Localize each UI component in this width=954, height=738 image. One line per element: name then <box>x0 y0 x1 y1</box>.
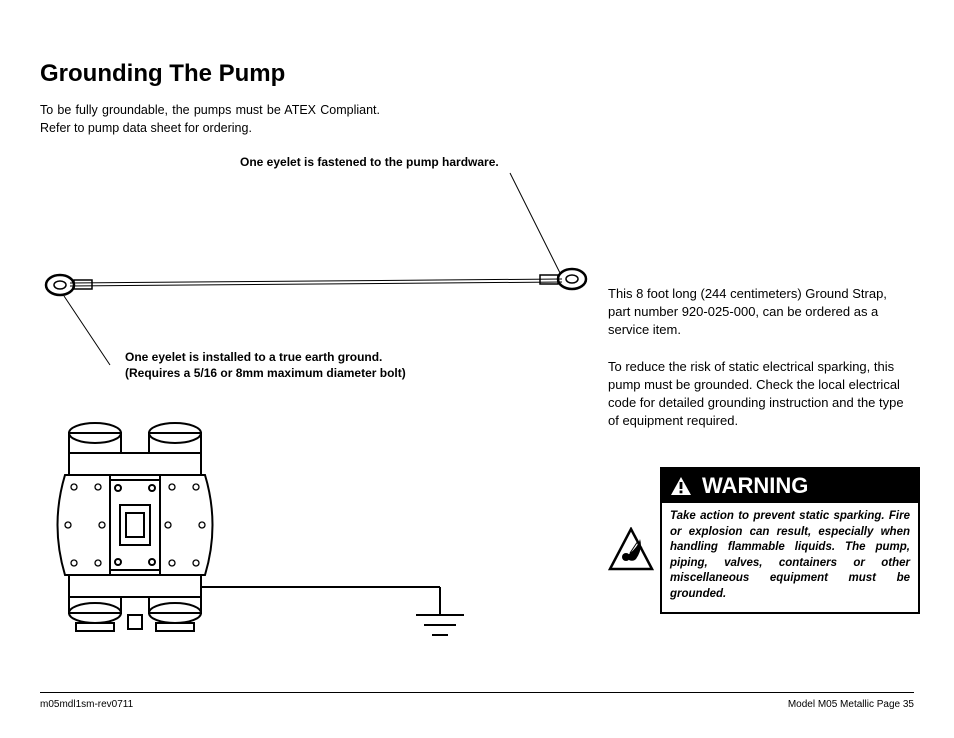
warning-label: WARNING <box>702 473 808 499</box>
page-footer: m05mdl1sm-rev0711 Model M05 Metallic Pag… <box>40 692 914 710</box>
warning-header: WARNING <box>662 469 918 503</box>
footer-left: m05mdl1sm-rev0711 <box>40 699 133 710</box>
pump-svg <box>40 405 580 665</box>
side-paragraph-2: To reduce the risk of static electrical … <box>608 358 908 431</box>
warning-box: WARNING Take action to prevent static sp… <box>660 467 920 614</box>
callout-bottom-line2: (Requires a 5/16 or 8mm maximum diameter… <box>125 366 406 382</box>
flammable-hazard-icon <box>608 527 654 573</box>
page: Grounding The Pump To be fully groundabl… <box>0 0 954 738</box>
callout-bottom-line1: One eyelet is installed to a true earth … <box>125 350 406 366</box>
side-text-block: This 8 foot long (244 centimeters) Groun… <box>608 285 908 448</box>
footer-right: Model M05 Metallic Page 35 <box>788 699 914 710</box>
callout-top-text: One eyelet is fastened to the pump hardw… <box>240 155 499 169</box>
page-title: Grounding The Pump <box>40 60 914 88</box>
intro-text: To be fully groundable, the pumps must b… <box>40 102 380 137</box>
callout-bottom-text: One eyelet is installed to a true earth … <box>125 350 406 381</box>
ground-strap-diagram: One eyelet is fastened to the pump hardw… <box>40 155 600 385</box>
side-paragraph-1: This 8 foot long (244 centimeters) Groun… <box>608 285 908 340</box>
warning-triangle-icon <box>670 476 692 496</box>
warning-body-text: Take action to prevent static sparking. … <box>662 503 918 612</box>
pump-ground-diagram <box>40 405 580 665</box>
